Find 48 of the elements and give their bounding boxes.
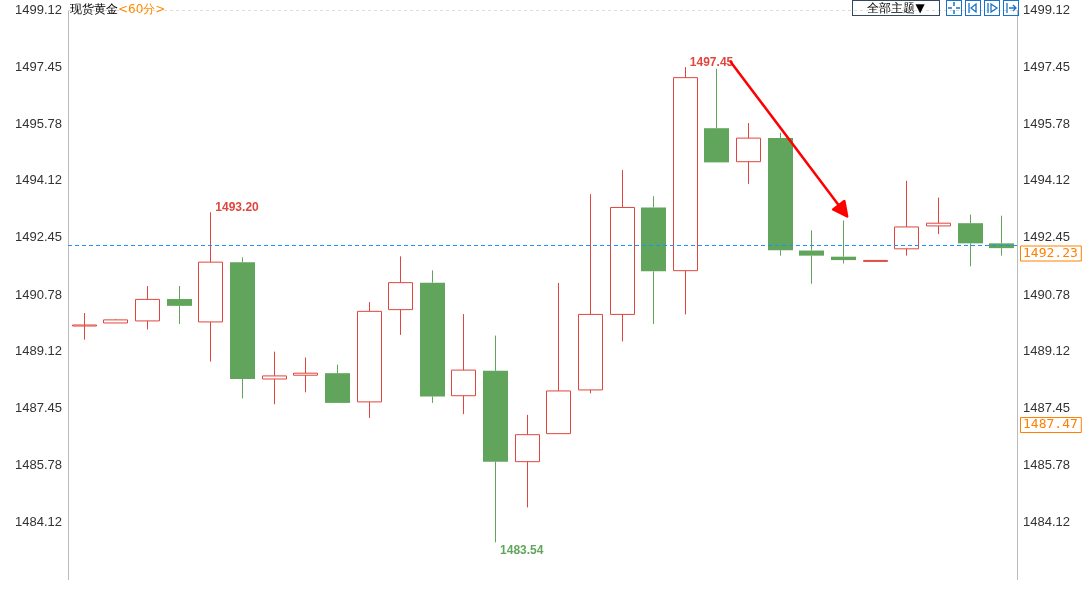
candlestick xyxy=(72,312,97,341)
candlestick xyxy=(483,335,508,543)
y2-tick-label: 1489.12 xyxy=(1023,343,1070,359)
y2-tick-label: 1487.45 xyxy=(1023,400,1070,416)
y2-tick-label: 1499.12 xyxy=(1023,1,1070,17)
annotation: 1493.20 xyxy=(215,200,260,215)
y-tick-label: 1490.78 xyxy=(15,286,62,302)
candlestick xyxy=(420,269,445,404)
y-tick-label: 1492.45 xyxy=(15,229,62,245)
candlestick xyxy=(515,414,540,508)
candlestick xyxy=(262,351,287,405)
candlestick xyxy=(610,169,635,342)
candlestick xyxy=(673,66,698,315)
candlestick xyxy=(863,259,888,262)
candlestick xyxy=(451,313,476,415)
y-tick-label: 1495.78 xyxy=(15,115,62,131)
y-tick-label: 1497.45 xyxy=(15,58,62,74)
candlestick xyxy=(641,195,666,325)
ref-line-label: 1492.23 xyxy=(1023,244,1078,260)
y-tick-label: 1499.12 xyxy=(15,1,62,17)
candlestick xyxy=(894,180,919,257)
candlestick xyxy=(357,301,382,419)
candlestick xyxy=(388,255,413,336)
candlestick xyxy=(293,356,318,393)
y2-tick-label: 1495.78 xyxy=(1023,115,1070,131)
y-tick-label: 1487.45 xyxy=(15,400,62,416)
candlestick xyxy=(736,122,761,185)
chart-subtitle: <60分> xyxy=(118,2,166,16)
y-tick-label: 1489.12 xyxy=(15,343,62,359)
y2-tick-label: 1497.45 xyxy=(1023,58,1070,74)
annotation: 1483.54 xyxy=(500,543,544,558)
candlestick xyxy=(230,256,255,399)
y2-tick-label: 1490.78 xyxy=(1023,286,1070,302)
y2-tick-label: 1492.45 xyxy=(1023,229,1070,245)
candlestick xyxy=(799,229,824,285)
candlestick xyxy=(989,215,1014,257)
text: 1487.47 xyxy=(1023,416,1078,432)
y2-tick-label: 1485.78 xyxy=(1023,457,1070,473)
annotation: 1497.45 xyxy=(689,55,734,70)
y-tick-label: 1494.12 xyxy=(15,172,62,188)
y-tick-label: 1484.12 xyxy=(15,514,62,530)
candlestick xyxy=(167,285,192,325)
y2-tick-label: 1494.12 xyxy=(1023,172,1070,188)
y2-tick-label: 1484.12 xyxy=(1023,514,1070,530)
candlestick xyxy=(768,132,793,257)
candlestick xyxy=(198,211,223,363)
annotation: 全部主题▼ xyxy=(852,0,940,16)
y-tick-label: 1485.78 xyxy=(15,457,62,473)
